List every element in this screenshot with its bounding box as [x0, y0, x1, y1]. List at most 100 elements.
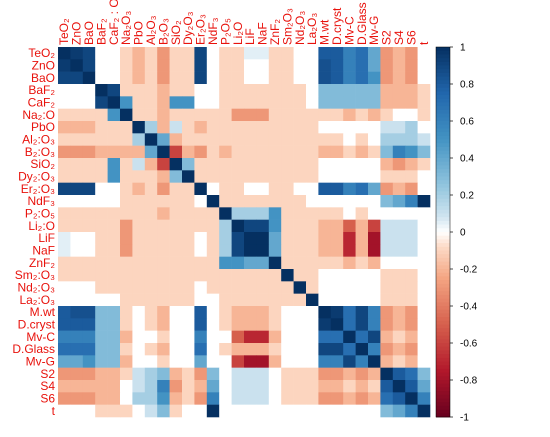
heatmap-cell	[231, 182, 245, 196]
heatmap-cell	[392, 84, 406, 97]
heatmap-cell	[95, 158, 108, 171]
heatmap-cell	[244, 133, 257, 146]
column-label: D.cryst	[330, 7, 344, 45]
heatmap-cell	[368, 84, 381, 97]
heatmap-cell	[107, 121, 121, 134]
heatmap-cell	[268, 182, 282, 196]
colorbar-segment	[436, 198, 450, 203]
heatmap-cell	[306, 108, 319, 122]
heatmap-cell	[157, 170, 170, 183]
heatmap-cell	[206, 170, 220, 183]
heatmap-cell	[107, 343, 121, 356]
colorbar-segment	[436, 354, 450, 359]
heatmap-cell	[405, 355, 418, 368]
heatmap-cell	[169, 281, 183, 294]
heatmap-cell	[231, 392, 245, 405]
heatmap-cell	[368, 121, 381, 134]
colorbar-segment	[436, 65, 450, 70]
heatmap-cell	[368, 182, 381, 196]
heatmap-cell	[392, 404, 406, 418]
heatmap-cell	[169, 145, 183, 159]
heatmap-cell	[70, 96, 84, 109]
colorbar-segment	[436, 98, 450, 103]
heatmap-cell	[95, 281, 108, 294]
heatmap-cell	[306, 293, 319, 307]
heatmap-cell	[219, 343, 232, 356]
heatmap-cell	[405, 380, 418, 393]
heatmap-cell	[368, 219, 381, 233]
heatmap-cell	[293, 269, 307, 282]
heatmap-cell	[256, 244, 270, 257]
heatmap-cell	[157, 145, 170, 159]
heatmap-cell	[306, 207, 319, 220]
heatmap-cell	[206, 121, 220, 134]
heatmap-cell	[268, 219, 282, 233]
heatmap-cell	[194, 256, 208, 270]
heatmap-cell	[144, 47, 158, 60]
heatmap-cell	[182, 121, 195, 134]
colorbar-segment	[436, 135, 450, 140]
heatmap-cell	[182, 244, 195, 257]
row-label: Na₂:O	[22, 108, 55, 122]
column-label: B₂O₃	[156, 18, 170, 45]
heatmap-cell	[268, 281, 282, 294]
heatmap-cell	[182, 330, 195, 344]
heatmap-cell	[182, 84, 195, 97]
heatmap-cell	[120, 207, 133, 220]
heatmap-cell	[120, 71, 133, 85]
color-legend: 1 0.8 0.6 0.4 0.2 0 -0.2 -0.4 -0.6 -0.8 -1	[435, 43, 478, 424]
heatmap-cell	[231, 71, 245, 85]
heatmap-cell	[144, 59, 158, 72]
colorbar-segment	[436, 113, 450, 118]
heatmap-cell	[120, 145, 133, 159]
heatmap-cell	[82, 330, 96, 344]
heatmap-cell	[405, 108, 418, 122]
heatmap-cell	[256, 59, 270, 72]
heatmap-cell	[58, 96, 71, 109]
colorbar-segment	[436, 339, 450, 344]
heatmap-cell	[244, 318, 257, 331]
heatmap-cell	[417, 170, 431, 183]
heatmap-cell	[244, 145, 257, 159]
colorbar-segment	[436, 357, 450, 362]
colorbar-segment	[436, 143, 450, 148]
heatmap-cell	[318, 281, 332, 294]
colorbar-segment	[436, 361, 450, 366]
heatmap-cell	[95, 121, 108, 134]
heatmap-cell	[231, 269, 245, 282]
heatmap-cell	[380, 318, 394, 331]
colorbar-segment	[436, 276, 450, 281]
heatmap-cell	[330, 318, 344, 331]
colorbar-segment	[436, 391, 450, 396]
heatmap-cell	[70, 343, 84, 356]
heatmap-cell	[268, 244, 282, 257]
heatmap-cell	[82, 195, 96, 208]
heatmap-cell	[95, 256, 108, 270]
heatmap-cell	[355, 219, 369, 233]
heatmap-cell	[380, 96, 394, 109]
heatmap-cell	[330, 392, 344, 405]
heatmap-cell	[306, 84, 319, 97]
heatmap-cell	[368, 355, 381, 368]
heatmap-cell	[82, 293, 96, 307]
heatmap-cell	[107, 281, 121, 294]
row-label: S2	[40, 367, 55, 381]
heatmap-cell	[107, 269, 121, 282]
heatmap-cell	[231, 318, 245, 331]
heatmap-cell	[120, 269, 133, 282]
heatmap-cell	[95, 219, 108, 233]
heatmap-cell	[82, 158, 96, 171]
heatmap-cell	[293, 256, 307, 270]
heatmap-cell	[169, 170, 183, 183]
colorbar-segment	[436, 291, 450, 296]
heatmap-cell	[405, 256, 418, 270]
heatmap-cell	[157, 380, 170, 393]
heatmap-cell	[182, 145, 195, 159]
heatmap-cell	[343, 207, 356, 220]
colorbar-tick-label: 0.2	[460, 191, 474, 202]
heatmap-cell	[144, 306, 158, 319]
heatmap-cell	[306, 59, 319, 72]
colorbar-segment	[436, 383, 450, 388]
heatmap-cell	[58, 404, 71, 418]
